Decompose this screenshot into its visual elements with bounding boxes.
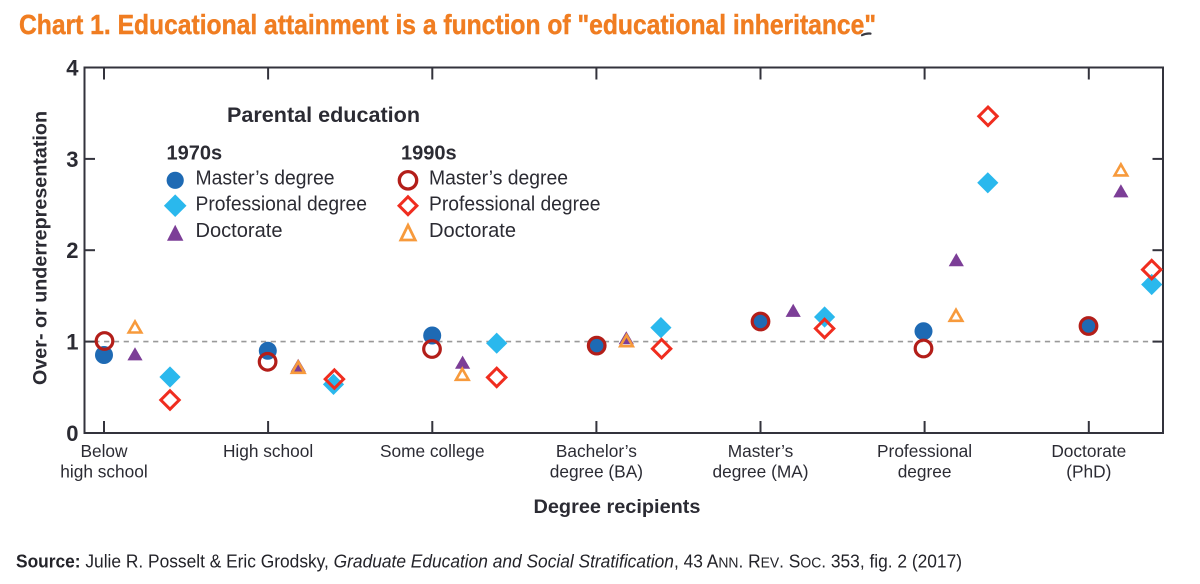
svg-text:Doctorate: Doctorate [429, 220, 516, 242]
svg-text:Doctorate: Doctorate [1051, 441, 1126, 461]
svg-text:Doctorate: Doctorate [196, 220, 283, 242]
svg-text:Some college: Some college [380, 441, 485, 461]
svg-text:high school: high school [60, 461, 147, 481]
svg-text:4: 4 [66, 55, 79, 80]
svg-text:Degree recipients: Degree recipients [534, 497, 701, 518]
svg-text:High school: High school [223, 441, 313, 461]
svg-text:1: 1 [66, 330, 78, 355]
svg-text:Chart 1. Educational attainmen: Chart 1. Educational attainment is a fun… [19, 9, 876, 40]
svg-text:Professional degree: Professional degree [196, 194, 368, 216]
svg-text:Master’s: Master’s [728, 441, 794, 461]
svg-text:Below: Below [80, 441, 128, 461]
svg-text:1970s: 1970s [167, 143, 223, 165]
svg-text:degree (MA): degree (MA) [712, 461, 808, 481]
svg-text:0: 0 [66, 421, 78, 446]
svg-text:degree: degree [898, 461, 952, 481]
svg-text:degree (BA): degree (BA) [550, 461, 643, 481]
svg-text:Professional: Professional [877, 441, 972, 461]
svg-text:Master’s degree: Master’s degree [196, 167, 335, 189]
svg-text:2: 2 [66, 238, 78, 263]
svg-text:Over- or underrepresentation: Over- or underrepresentation [30, 111, 52, 385]
svg-text:1990s: 1990s [401, 143, 457, 165]
svg-text:Master’s degree: Master’s degree [429, 167, 568, 189]
svg-text:Professional degree: Professional degree [429, 194, 601, 216]
svg-text:Parental education: Parental education [227, 103, 420, 127]
svg-text:(PhD): (PhD) [1066, 461, 1111, 481]
svg-text:3: 3 [66, 147, 78, 172]
svg-text:Bachelor’s: Bachelor’s [556, 441, 637, 461]
svg-text:Source: Julie R. Posselt & Eri: Source: Julie R. Posselt & Eric Grodsky,… [16, 552, 962, 572]
